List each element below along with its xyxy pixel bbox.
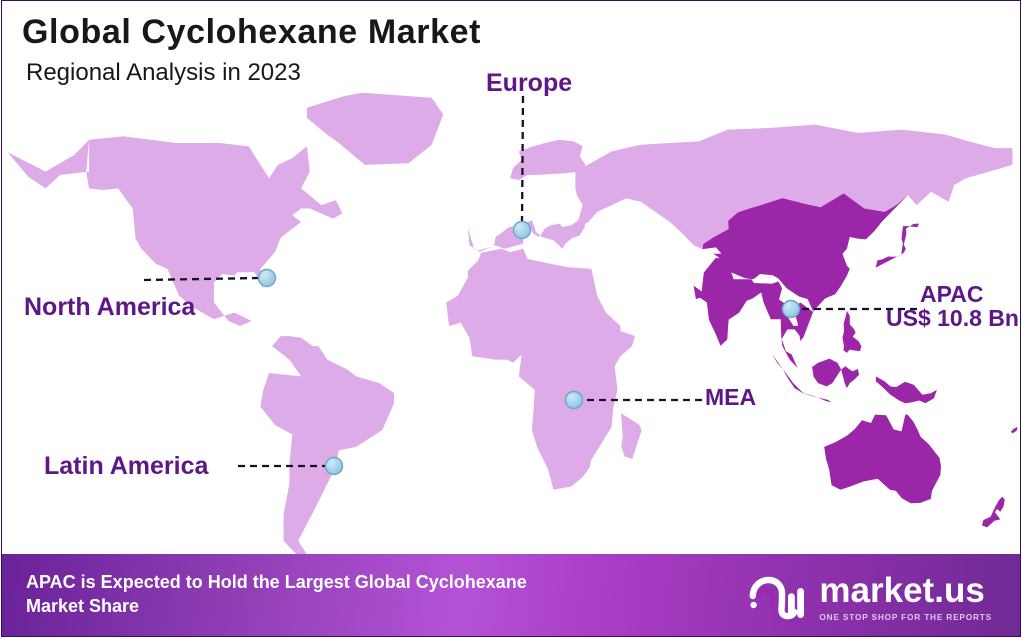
svg-text:APAC: APAC: [920, 281, 983, 307]
svg-text:North America: North America: [24, 293, 196, 321]
svg-text:MEA: MEA: [705, 384, 756, 410]
svg-text:Latin America: Latin America: [44, 452, 210, 480]
svg-text:US$ 10.8 Bn: US$ 10.8 Bn: [886, 305, 1019, 331]
